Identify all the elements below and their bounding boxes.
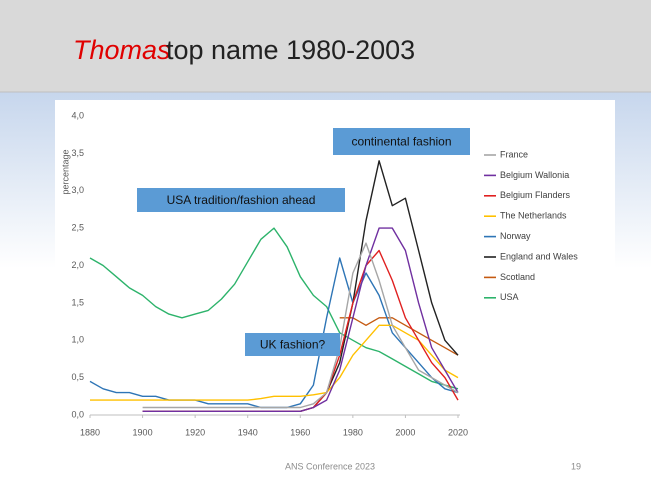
legend-label: England and Wales: [500, 251, 578, 261]
x-tick-label: 2000: [395, 427, 415, 437]
legend-label: Belgium Wallonia: [500, 170, 569, 180]
legend-label: Belgium Flanders: [500, 190, 571, 200]
header-band: [0, 0, 651, 92]
annotation-box: [245, 333, 340, 356]
y-tick-label: 3,5: [71, 148, 84, 158]
x-tick-label: 1980: [343, 427, 363, 437]
title-rest: top name 1980-2003: [166, 35, 415, 65]
series-line: [142, 242, 459, 409]
y-tick-label: 1,0: [71, 335, 84, 345]
y-tick-label: 3,0: [71, 185, 84, 195]
series-line: [89, 227, 459, 390]
y-tick-label: 2,5: [71, 223, 84, 233]
y-tick-label: 0,5: [71, 372, 84, 382]
annotation-text: UK fashion?: [260, 338, 326, 352]
x-tick-label: 1960: [290, 427, 310, 437]
annotation-text: continental fashion: [351, 135, 451, 149]
legend-label: Scotland: [500, 272, 535, 282]
legend-label: Norway: [500, 231, 531, 241]
x-tick-label: 1940: [238, 427, 258, 437]
x-tick-label: 2020: [448, 427, 468, 437]
title-name: Thomas: [73, 35, 171, 65]
y-tick-label: 1,5: [71, 297, 84, 307]
series-line: [339, 317, 459, 356]
series-line: [142, 227, 459, 412]
y-tick-label: 4,0: [71, 110, 84, 120]
page-number: 19: [571, 461, 581, 471]
legend-label: The Netherlands: [500, 211, 567, 221]
y-tick-label: 0,0: [71, 409, 84, 419]
chart-area: [55, 100, 615, 445]
y-tick-label: 2,0: [71, 260, 84, 270]
x-tick-label: 1880: [80, 427, 100, 437]
x-tick-label: 1900: [133, 427, 153, 437]
annotation-text: USA tradition/fashion ahead: [167, 193, 316, 207]
x-tick-label: 1920: [185, 427, 205, 437]
legend-label: France: [500, 149, 528, 159]
legend-label: USA: [500, 292, 519, 302]
series-line: [90, 324, 459, 401]
annotation-box: [137, 188, 345, 212]
annotation-box: [333, 128, 470, 155]
footer: ANS Conference 2023: [285, 461, 375, 471]
y-axis-label: percentage: [60, 149, 70, 194]
